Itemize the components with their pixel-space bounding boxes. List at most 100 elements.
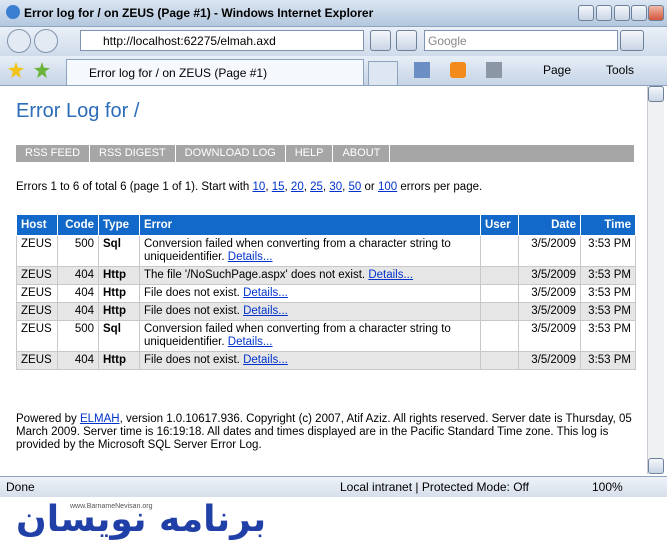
menu-item[interactable]: HELP [286,145,334,162]
title-bar: Error log for / on ZEUS (Page #1) - Wind… [0,0,667,27]
tab-title: Error log for / on ZEUS (Page #1) [89,66,268,80]
search-box[interactable]: Google [424,30,618,51]
code: 500 [57,235,99,267]
zoom-level[interactable]: 100% [592,480,623,494]
message: File does not exist. [144,305,240,317]
menu-item[interactable]: RSS FEED [16,145,91,162]
details-link[interactable]: Details... [243,354,288,366]
separator: , [342,181,346,193]
column-header: Date [518,214,581,236]
column-header: Type [98,214,140,236]
maximize-button[interactable] [631,5,647,21]
menu-item[interactable]: RSS DIGEST [90,145,176,162]
details-link[interactable]: Details... [227,336,273,348]
minimize-button[interactable] [614,5,630,21]
column-header: Code [57,214,99,236]
page-size-link[interactable]: 10 [252,181,266,193]
page-size-link[interactable]: 30 [329,181,343,193]
address-box[interactable]: http://localhost:62275/elmah.axd [80,30,364,51]
time: 3:53 PM [580,351,636,370]
elmah-link[interactable]: ELMAH [79,413,120,425]
page-size-link[interactable]: 15 [271,181,285,193]
error-row: ZEUS 404 Http File does not exist. Details.… [16,302,636,321]
summary: Errors 1 to 6 of total 6 (page 1 of 1). … [16,181,482,193]
scroll-up[interactable] [648,86,664,102]
error-cell: File does not exist. Details... [139,302,481,321]
back-button[interactable] [7,29,31,53]
window-button[interactable] [596,5,612,21]
search-button[interactable] [620,30,644,51]
feeds-button[interactable] [450,62,466,78]
details-link[interactable]: Details... [243,305,288,317]
stop-button[interactable] [396,30,417,51]
heading: Error Log for / [16,100,140,122]
menu-bar: RSS FEED RSS DIGEST DOWNLOAD LOG HELP ABOUT [16,145,634,162]
date: 3/5/2009 [518,302,581,321]
print-button[interactable] [486,62,502,78]
menu-item[interactable]: DOWNLOAD LOG [176,145,286,162]
type: Http [98,266,140,285]
date: 3/5/2009 [518,351,581,370]
scroll-down[interactable] [648,458,664,474]
code: 404 [57,351,99,370]
menu-item[interactable]: ABOUT [333,145,391,162]
message: Conversion failed when converting from a… [144,323,451,348]
scrollbar [647,86,664,474]
page-size-link[interactable]: 20 [290,181,304,193]
forward-button[interactable] [34,29,58,53]
host: ZEUS [16,266,58,285]
tab[interactable]: Error log for / on ZEUS (Page #1) [66,59,364,85]
error-row: ZEUS 404 Http The file '/NoSuchPage.aspx' d… [16,266,636,285]
error-row: ZEUS 500 Sql Conversion failed when convert… [16,235,636,267]
error-table: Host Code Type Error User Date Time ZEUS 500 Sql… [16,214,636,370]
details-link[interactable]: Details... [243,287,288,299]
error-row: ZEUS 404 Http File does not exist. Details.… [16,351,636,370]
page-content: Error Log for / RSS FEED RSS DIGEST DOWNLO… [4,86,647,474]
user [480,284,519,303]
page-size-link[interactable]: 50 [348,181,362,193]
details-link[interactable]: Details... [368,269,414,281]
date: 3/5/2009 [518,266,581,285]
add-favorites[interactable] [34,62,50,78]
message: File does not exist. [144,354,240,366]
refresh-button[interactable] [370,30,391,51]
message: The file '/NoSuchPage.aspx' does not exi… [144,269,366,281]
footer-prefix: Powered by [16,413,77,425]
host: ZEUS [16,235,58,267]
conjunction: or [364,181,375,193]
error-cell: File does not exist. Details... [139,284,481,303]
watermark-url: www.BarnameNevisan.org [70,503,153,510]
watermark: www.BarnameNevisan.org برنامه نویسان [0,497,667,548]
code: 404 [57,302,99,321]
host: ZEUS [16,320,58,352]
column-header: Error [139,214,481,236]
date: 3/5/2009 [518,320,581,352]
date: 3/5/2009 [518,235,581,267]
summary-prefix: Errors 1 to 6 of total 6 (page 1 of 1). … [16,181,250,193]
details-link[interactable]: Details... [227,251,273,263]
column-header: Host [16,214,58,236]
column-header: User [480,214,519,236]
page-size-link[interactable]: 100 [377,181,398,193]
type: Sql [98,320,140,352]
page-menu[interactable]: Page [543,63,572,77]
type: Http [98,351,140,370]
code: 404 [57,266,99,285]
user [480,351,519,370]
type: Http [98,302,140,321]
error-row: ZEUS 500 Sql Conversion failed when convert… [16,320,636,352]
close-button[interactable] [648,5,664,21]
error-row: ZEUS 404 Http File does not exist. Details.… [16,284,636,303]
time: 3:53 PM [580,302,636,321]
favorites-star[interactable] [8,62,24,78]
window-title: Error log for / on ZEUS (Page #1) - Wind… [24,6,374,20]
new-tab[interactable] [368,61,398,85]
separator: , [265,181,269,193]
address-row: http://localhost:62275/elmah.axd Google [0,27,667,56]
error-cell: The file '/NoSuchPage.aspx' does not exi… [139,266,481,285]
page-size-link[interactable]: 25 [310,181,323,193]
tools-menu[interactable]: Tools [606,63,635,77]
user [480,320,519,352]
home-button[interactable] [414,62,430,78]
window-button[interactable] [578,5,594,21]
